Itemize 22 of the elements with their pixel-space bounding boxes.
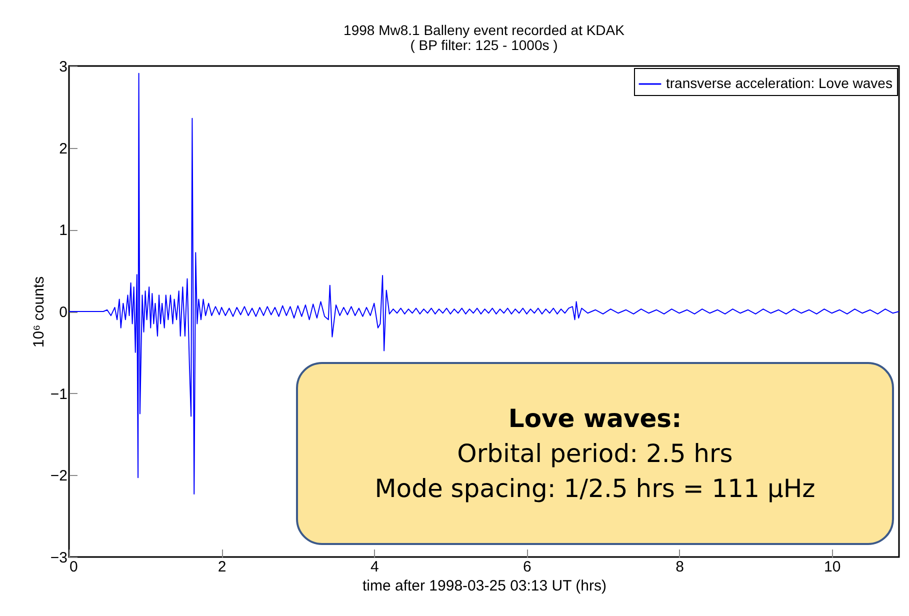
y-tick-label: 3 <box>59 58 68 76</box>
y-axis-title: 10⁶ counts <box>30 276 48 348</box>
x-tick-label: 8 <box>676 558 684 576</box>
x-tick-label: 10 <box>824 558 841 576</box>
x-axis-title: time after 1998-03-25 03:13 UT (hrs) <box>362 578 607 594</box>
x-tick-label: 2 <box>218 558 226 576</box>
annotation: Orbital period: 2.5 hrs <box>457 438 733 470</box>
x-tick-label: 6 <box>523 558 532 576</box>
y-tick-label: −1 <box>50 386 68 403</box>
annotation: Love waves: <box>508 403 682 435</box>
chart-title: 1998 Mw8.1 Balleny event recorded at KDAK <box>344 22 626 38</box>
y-tick-label: 2 <box>59 140 68 158</box>
chart-subtitle: ( BP filter: 125 - 1000s ) <box>410 37 558 53</box>
x-tick-label: 4 <box>370 558 379 576</box>
x-tick-label: 0 <box>70 558 78 576</box>
y-tick-label: −3 <box>50 550 68 566</box>
note-box: Love waves: Orbital period: 2.5 hrs Mode spacing: 1/2.5 hrs = 111 μHz <box>296 362 894 545</box>
y-tick-label: −2 <box>50 468 68 485</box>
legend-label: transverse acceleration: Love waves <box>666 75 892 91</box>
y-tick-label: 0 <box>59 304 68 321</box>
annotation: Mode spacing: 1/2.5 hrs = 111 μHz <box>374 473 816 505</box>
y-tick-label: 1 <box>59 222 68 240</box>
